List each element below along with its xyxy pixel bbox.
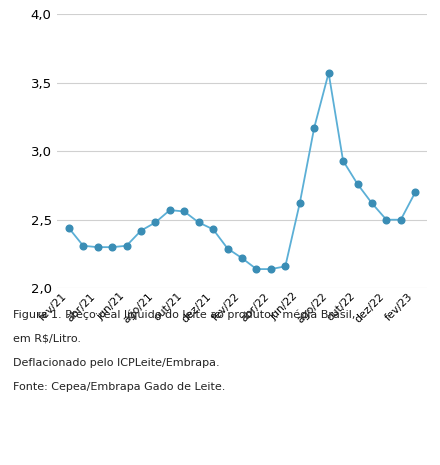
Text: em R$/Litro.: em R$/Litro. (13, 333, 81, 344)
Text: Figura 1. Preço real líquido do leite ao produtor: média Brasil,: Figura 1. Preço real líquido do leite ao… (13, 309, 356, 320)
Text: Deflacionado pelo ICPLeite/Embrapa.: Deflacionado pelo ICPLeite/Embrapa. (13, 358, 220, 368)
Text: Fonte: Cepea/Embrapa Gado de Leite.: Fonte: Cepea/Embrapa Gado de Leite. (13, 382, 226, 392)
